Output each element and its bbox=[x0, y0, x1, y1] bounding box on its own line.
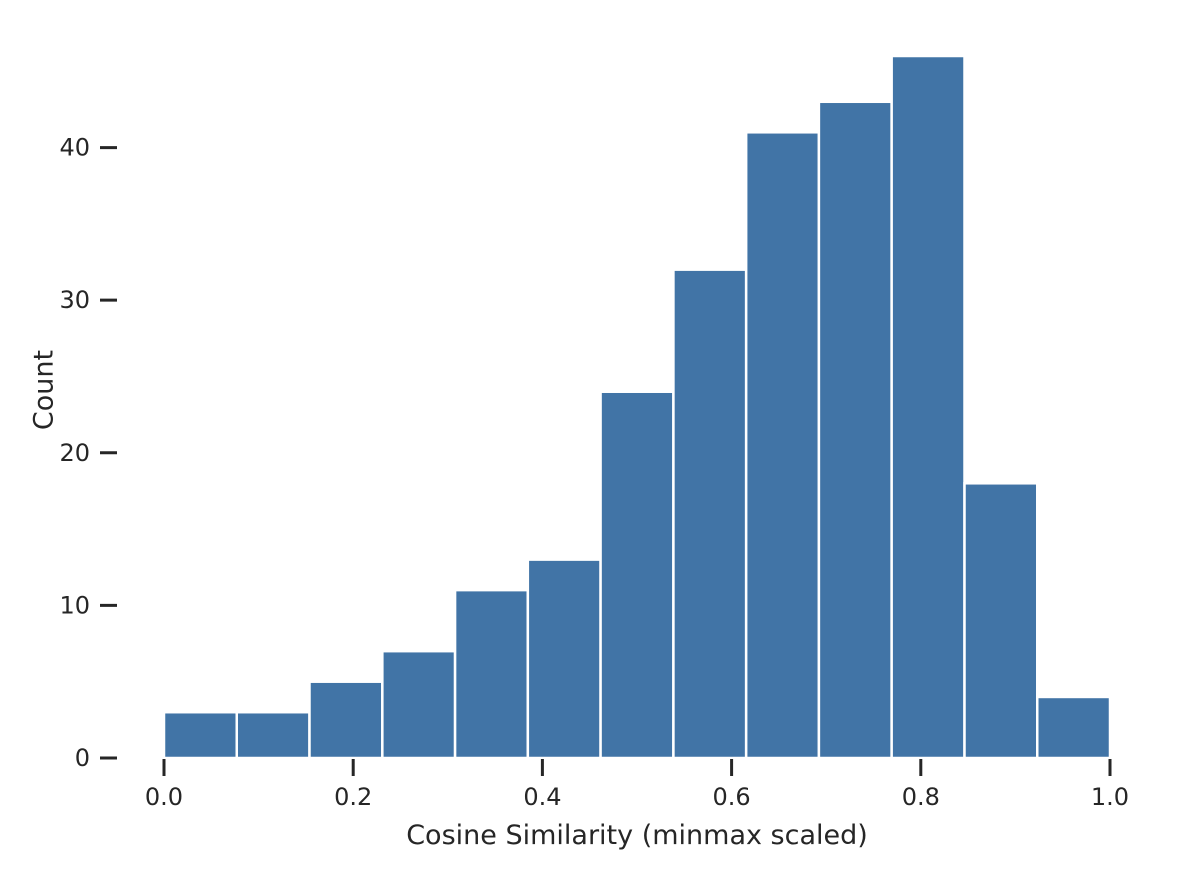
histogram-bar bbox=[817, 100, 893, 760]
y-tick-label: 10 bbox=[59, 591, 90, 619]
y-tick-label: 0 bbox=[75, 744, 90, 772]
x-tick-label: 0.4 bbox=[523, 783, 561, 811]
x-axis-label: Cosine Similarity (minmax scaled) bbox=[406, 820, 868, 851]
y-axis-label: Count bbox=[28, 350, 59, 430]
x-axis: 0.0 0.2 0.4 0.6 0.8 1.0 bbox=[145, 759, 1129, 811]
histogram-bar bbox=[963, 482, 1039, 760]
histogram-bar bbox=[308, 680, 384, 760]
y-axis: 0 10 20 30 40 bbox=[59, 134, 117, 772]
histogram-bar bbox=[162, 710, 238, 760]
histogram-bar bbox=[599, 390, 675, 760]
histogram-bar bbox=[890, 54, 966, 760]
x-tick-label: 0.2 bbox=[334, 783, 372, 811]
histogram-bar bbox=[235, 710, 311, 760]
histogram-bar bbox=[672, 268, 748, 760]
y-tick-label: 40 bbox=[59, 134, 90, 162]
y-tick-label: 30 bbox=[59, 286, 90, 314]
x-tick-label: 1.0 bbox=[1091, 783, 1129, 811]
x-tick-label: 0.6 bbox=[713, 783, 751, 811]
histogram-bar bbox=[1036, 695, 1112, 760]
histogram-bar bbox=[381, 649, 457, 760]
histogram-bar bbox=[453, 588, 530, 760]
y-tick-label: 20 bbox=[59, 439, 90, 467]
x-tick-label: 0.8 bbox=[902, 783, 940, 811]
x-tick-label: 0.0 bbox=[145, 783, 183, 811]
histogram-bars bbox=[162, 54, 1112, 760]
histogram-bar bbox=[526, 558, 602, 760]
histogram-bar bbox=[744, 131, 821, 760]
